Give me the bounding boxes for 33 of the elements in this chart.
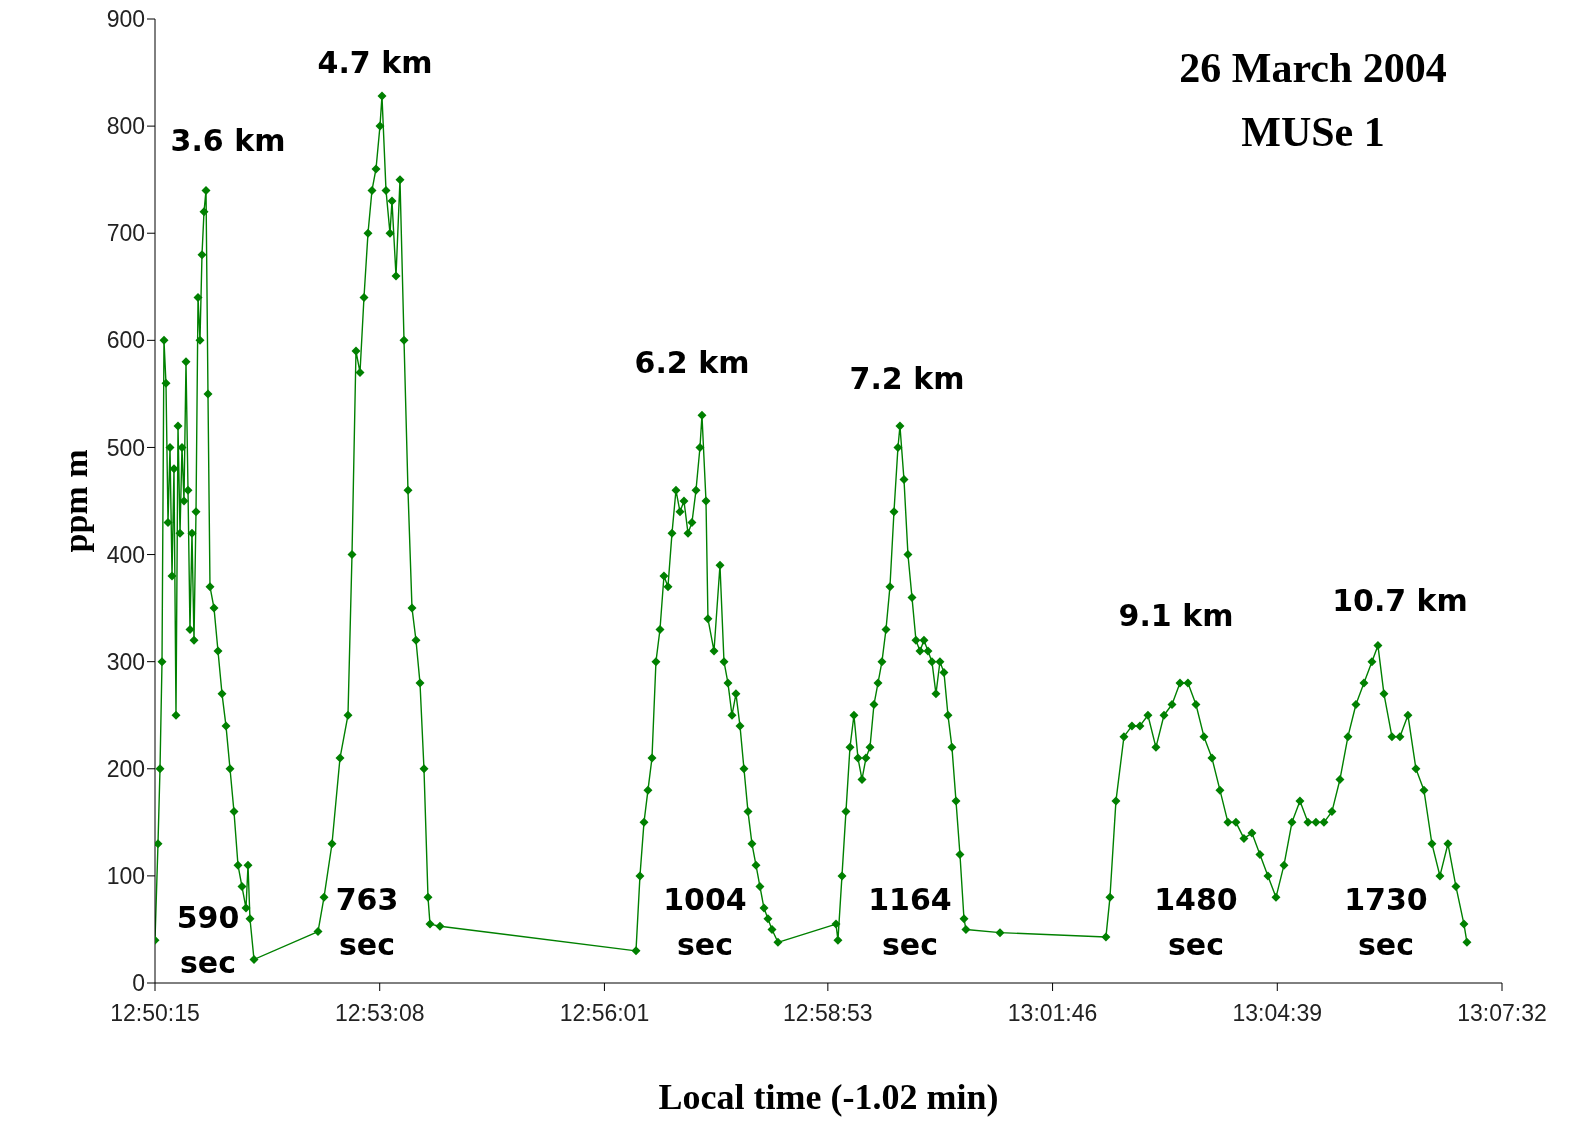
y-axis-title: ppm m [57,449,95,553]
annotation: 6.2 km [633,343,751,382]
x-tick-label: 12:56:01 [559,1000,650,1027]
annotation: 4.7 km [316,43,434,82]
y-tick-label: 800 [106,113,145,140]
y-tick-label: 400 [106,541,145,568]
x-tick-label: 13:04:39 [1232,1000,1323,1027]
annotation: 763 sec [334,881,400,964]
x-tick-label: 12:50:15 [110,1000,200,1027]
annotation: 1004 sec [662,881,748,964]
text: MUSe 1 [1240,108,1386,157]
y-tick-label: 100 [106,863,145,890]
y-tick-label: 500 [106,434,145,461]
y-tick-label: 700 [106,220,145,247]
x-tick-label: 13:07:32 [1457,1000,1547,1027]
y-tick-label: 300 [106,648,145,675]
x-axis-title: Local time (-1.02 min) [658,1076,999,1117]
annotation: 1164 sec [867,881,953,964]
y-tick-label: 600 [106,327,145,354]
annotation: 10.7 km [1331,581,1469,620]
x-tick-label: 12:58:53 [783,1000,873,1027]
x-tick-label: 12:53:08 [334,1000,425,1027]
text: 26 March 2004 [1178,44,1448,93]
annotation: 3.6 km [170,122,286,158]
y-tick-label: 200 [106,755,145,782]
annotation: 1480 sec [1153,881,1239,964]
annotation: 9.1 km [1117,596,1235,635]
y-tick-label: 900 [106,6,145,33]
annotation: 1730 sec [1343,881,1429,964]
annotation: 7.2 km [848,359,966,398]
x-tick-label: 13:01:46 [1007,1000,1098,1027]
annotation: 590 sec [176,900,240,980]
y-tick-label: 0 [132,970,145,997]
